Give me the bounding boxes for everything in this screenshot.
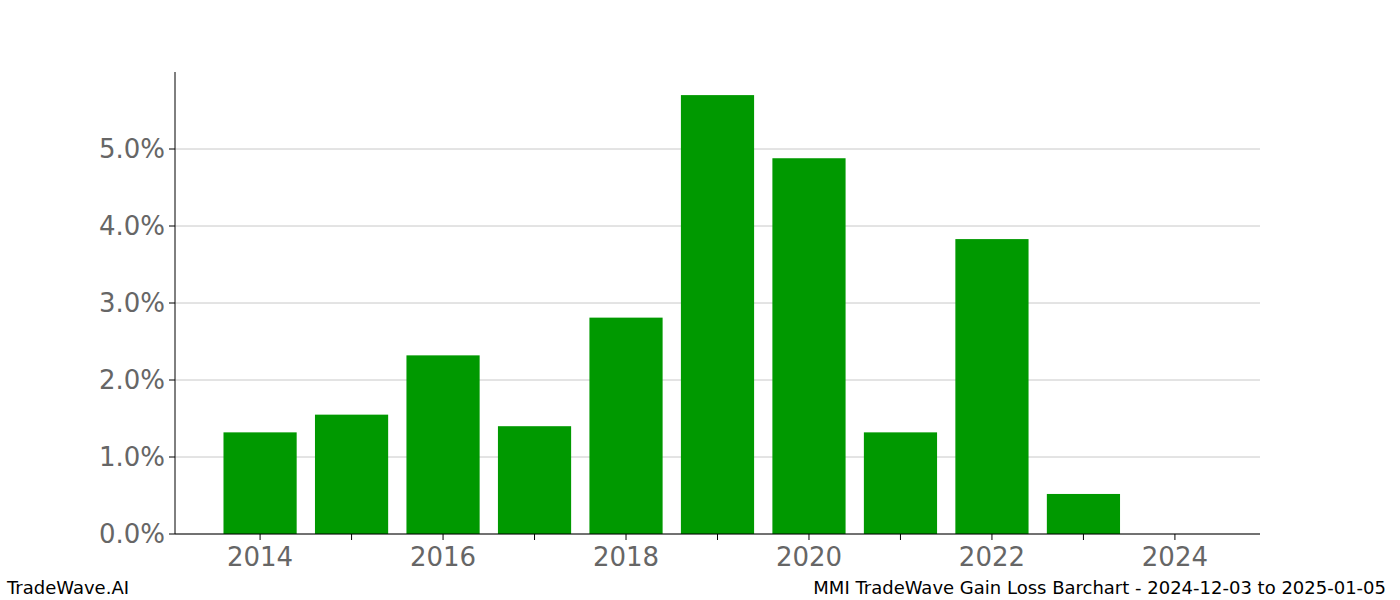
bars [223, 95, 1120, 534]
x-tick [260, 534, 261, 540]
y-tick-label: 0.0% [99, 519, 165, 549]
bar [681, 95, 754, 534]
x-tick [900, 534, 901, 540]
x-tick-label: 2022 [959, 542, 1025, 572]
y-tick [169, 226, 175, 227]
y-tick-label: 3.0% [99, 288, 165, 318]
bar [315, 415, 388, 534]
x-tick [1174, 534, 1175, 540]
y-tick [169, 534, 175, 535]
x-tick [1083, 534, 1084, 540]
y-tick-label: 5.0% [99, 134, 165, 164]
y-tick-label: 2.0% [99, 365, 165, 395]
watermark: TradeWave.AI [6, 577, 129, 598]
x-tick [626, 534, 627, 540]
x-tick-label: 2018 [593, 542, 659, 572]
title: MMI TradeWave Gain Loss Barchart - 2024-… [813, 577, 1386, 598]
y-tick [169, 149, 175, 150]
bar [223, 432, 296, 534]
grid-line [175, 534, 1260, 535]
y-tick [169, 457, 175, 458]
x-tick-label: 2016 [410, 542, 476, 572]
x-axis [175, 534, 1260, 535]
x-tick-label: 2020 [776, 542, 842, 572]
bar [1047, 494, 1120, 534]
x-tick [443, 534, 444, 540]
x-tick [351, 534, 352, 540]
x-tick [808, 534, 809, 540]
y-tick [169, 380, 175, 381]
bar [589, 318, 662, 534]
x-tick [717, 534, 718, 540]
bar [498, 426, 571, 534]
bar [864, 432, 937, 534]
x-tick-label: 2024 [1142, 542, 1208, 572]
bar [955, 239, 1028, 534]
x-tick [991, 534, 992, 540]
y-tick [169, 303, 175, 304]
y-tick-label: 1.0% [99, 442, 165, 472]
bar [406, 355, 479, 534]
y-tick-label: 4.0% [99, 211, 165, 241]
y-axis [175, 72, 176, 534]
x-tick-label: 2014 [227, 542, 293, 572]
x-tick [534, 534, 535, 540]
chart-svg: 0.0% 1.0% 2.0% 3.0% 4.0% 5.0% 2014 2016 2018 2020… [0, 0, 1400, 600]
bar [772, 158, 845, 534]
chart-container: 0.0% 1.0% 2.0% 3.0% 4.0% 5.0% 2014 2016 2018 2020… [0, 0, 1400, 600]
